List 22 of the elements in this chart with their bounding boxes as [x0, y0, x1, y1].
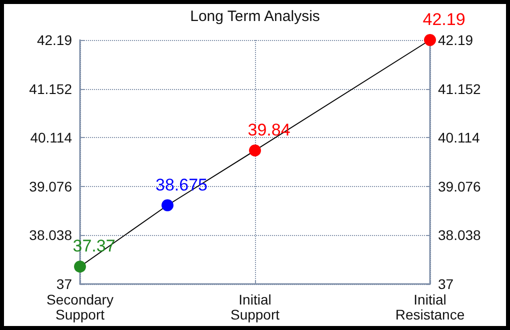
- y-tick-label: 41.152: [29, 80, 72, 97]
- y2-tick-label: 42.19: [438, 32, 474, 48]
- y2-tick-label: 40.114: [438, 130, 480, 146]
- x-tick-label: Initial Resistance: [395, 292, 465, 322]
- y2-tick-label: 38.038: [438, 227, 482, 244]
- y-tick-label: 38.038: [29, 227, 72, 244]
- y-tick-label: 39.076: [29, 178, 72, 194]
- chart-title: Long Term Analysis: [190, 8, 320, 25]
- data-label: 42.19: [422, 10, 466, 29]
- y-tick-label: 42.19: [36, 32, 72, 48]
- point: [74, 260, 86, 273]
- data-label: 39.84: [248, 120, 290, 140]
- point: [162, 199, 174, 212]
- y2-tick-label: 37: [438, 276, 454, 292]
- y2-tick-label: 41.152: [438, 80, 482, 97]
- y2-tick-label: 39.076: [438, 178, 482, 194]
- y-tick-label: 37: [56, 276, 72, 292]
- point: [249, 144, 261, 156]
- x-tick-label: Initial Support: [230, 292, 280, 322]
- point: [424, 34, 436, 46]
- x-tick-label: Secondary Support: [46, 292, 114, 322]
- y-tick-label: 40.114: [30, 130, 72, 146]
